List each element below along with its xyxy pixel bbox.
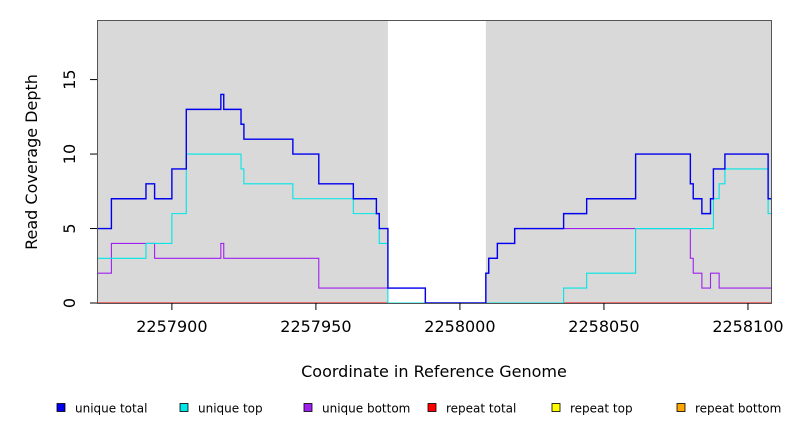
legend-label: repeat total (446, 402, 516, 416)
shaded-region-2 (485, 20, 771, 303)
shaded-region-1 (97, 20, 388, 303)
legend-swatch (676, 403, 686, 412)
x-axis: 2257900 2257950 2258000 2258050 2258100 (136, 303, 784, 336)
legend-swatch (179, 403, 189, 412)
x-tick-label: 2257900 (136, 317, 207, 336)
legend-swatch (551, 403, 561, 412)
legend-swatch (427, 403, 437, 412)
x-tick-label: 2258100 (712, 317, 783, 336)
y-axis: 0 5 10 15 (60, 69, 97, 308)
x-tick-label: 2258000 (424, 317, 495, 336)
legend: unique total unique top unique bottom repea… (56, 402, 781, 416)
legend-label: unique top (198, 402, 263, 416)
y-tick-label: 5 (60, 223, 79, 233)
y-axis-title: Read Coverage Depth (22, 74, 41, 250)
legend-label: unique bottom (322, 402, 410, 416)
series-line-unique-total (97, 93, 771, 304)
x-tick-label: 2258050 (568, 317, 639, 336)
series-line-unique-top (97, 153, 771, 304)
legend-swatch (56, 403, 66, 412)
y-tick-label: 15 (60, 69, 79, 89)
legend-label: repeat bottom (695, 402, 781, 416)
x-tick-label: 2257950 (280, 317, 351, 336)
legend-label: unique total (75, 402, 147, 416)
shaded-regions (97, 20, 771, 303)
x-axis-title: Coordinate in Reference Genome (301, 362, 567, 381)
plot-frame (97, 20, 772, 304)
legend-label: repeat top (570, 402, 633, 416)
legend-swatch (303, 403, 313, 412)
y-tick-label: 0 (60, 298, 79, 308)
y-tick-label: 10 (60, 144, 79, 164)
